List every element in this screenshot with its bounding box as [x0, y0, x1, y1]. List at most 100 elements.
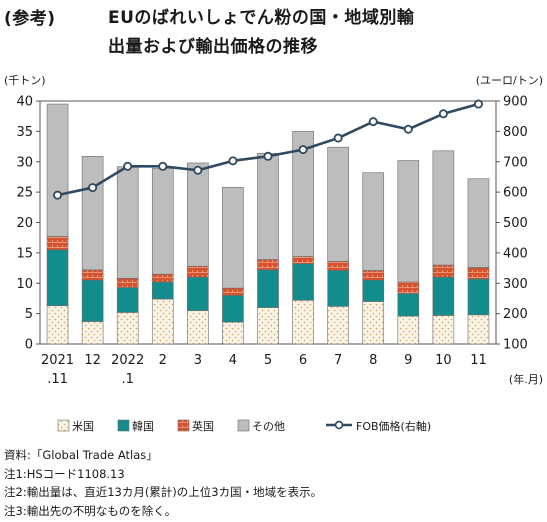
bar-segment-uk	[187, 265, 209, 278]
fob-price-point	[53, 190, 63, 200]
left-tick-label: 20	[16, 216, 33, 231]
bar-segment-uk	[81, 269, 104, 281]
right-tick-label: 400	[503, 246, 528, 261]
bar-segment-us	[292, 299, 314, 345]
fob-price-point	[403, 124, 413, 134]
right-tick-label: 100	[503, 338, 528, 353]
source-note: 資料:「Global Trade Atlas」	[4, 448, 158, 462]
fob-price-point	[473, 99, 483, 109]
left-tick-label: 30	[16, 155, 33, 170]
right-tick-label: 500	[503, 216, 528, 231]
bar-segment-korea	[222, 295, 244, 323]
x-axis-unit: (年.月)	[509, 372, 543, 386]
bar-segment-korea	[257, 269, 279, 308]
bar-segment-uk	[222, 287, 244, 296]
bar-segment-other	[432, 150, 455, 266]
x-tick-label: 9	[404, 353, 412, 368]
fob-price-point	[298, 145, 308, 155]
note-2: 注2:輸出量は、直近13カ月(累計)の上位3カ国・地域を表示。	[4, 485, 323, 499]
left-tick-label: 40	[16, 95, 33, 110]
bar-segment-us	[187, 310, 209, 345]
bar-segment-us	[397, 315, 420, 345]
legend-swatch	[177, 419, 190, 432]
bar-segment-korea	[362, 279, 385, 302]
x-tick-label: 2022.1	[111, 353, 144, 387]
bar-segment-uk	[467, 267, 490, 280]
legend-item-other: その他	[237, 419, 285, 433]
bar-segment-other	[397, 160, 420, 283]
bar-segment-korea	[327, 270, 349, 307]
chart-title-line-2: 出量および輸出価格の推移	[108, 37, 318, 57]
left-axis-unit: (千トン)	[4, 74, 46, 87]
legend-label: FOB価格(右軸)	[356, 419, 431, 433]
fob-price-point	[333, 133, 343, 143]
reference-label: (参考)	[4, 9, 56, 29]
note-3: 注3:輸出先の不明なものを除く。	[4, 503, 177, 518]
bar-segment-other	[257, 152, 279, 260]
legend-label: 米国	[72, 420, 94, 433]
legend-item-fob: FOB価格(右軸)	[326, 419, 431, 433]
fob-price-point	[438, 109, 448, 119]
x-tick-label: 6	[299, 353, 307, 368]
x-tick-label: 4	[229, 353, 237, 368]
right-tick-label: 200	[503, 307, 528, 322]
left-tick-label: 25	[16, 186, 33, 201]
bar-segment-uk	[397, 281, 420, 294]
right-tick-label: 800	[503, 125, 528, 140]
chart-title-line-1: EUのばれいしょでん粉の国・地域別輸	[108, 8, 415, 28]
legend-label: 韓国	[132, 420, 154, 433]
bar-segment-us	[81, 321, 104, 345]
bar-segment-us	[116, 312, 139, 345]
bar-segment-uk	[116, 278, 139, 288]
fob-price-point	[193, 165, 203, 175]
fob-price-point	[158, 161, 168, 171]
x-tick-label: 12	[84, 353, 101, 368]
x-tick-label: 11	[470, 353, 487, 368]
bar-segment-other	[327, 146, 349, 262]
right-tick-label: 600	[503, 186, 528, 201]
bar-segment-us	[362, 301, 385, 345]
bar-segment-korea	[187, 276, 209, 311]
note-1: 注1:HSコード1108.13	[4, 466, 125, 481]
legend-item-us: 米国	[57, 419, 94, 433]
bar-segment-other	[46, 103, 69, 237]
legend-item-uk: 英国	[177, 419, 214, 433]
left-tick-label: 15	[16, 246, 33, 261]
bar-segment-korea	[151, 281, 174, 300]
x-tick-label: 2021.11	[41, 353, 74, 387]
bar-segment-other	[187, 162, 209, 267]
bar-segment-other	[81, 155, 104, 271]
bar-segment-other	[292, 131, 314, 257]
bar-segment-uk	[362, 270, 385, 281]
legend-marker	[334, 420, 344, 430]
bar-segment-us	[257, 307, 279, 345]
notes: 資料:「Global Trade Atlas」 注1:HSコード1108.13 …	[4, 446, 322, 520]
right-tick-label: 300	[503, 277, 528, 292]
bar-segment-other	[362, 172, 385, 271]
legend-swatch	[57, 419, 70, 432]
bar-segment-other	[151, 168, 174, 275]
right-tick-label: 900	[503, 95, 528, 110]
bar-segment-other	[222, 186, 244, 289]
bar-segment-us	[467, 314, 490, 345]
fob-price-point	[88, 183, 98, 193]
bar-segment-korea	[116, 287, 139, 313]
x-tick-label: 7	[334, 353, 342, 368]
bar-segment-us	[222, 321, 244, 345]
right-tick-label: 700	[503, 155, 528, 170]
bar-segment-us	[327, 306, 349, 345]
left-tick-label: 35	[16, 125, 33, 140]
x-tick-label: 10	[435, 353, 452, 368]
x-tick-label: 5	[264, 353, 272, 368]
legend-item-korea: 韓国	[117, 419, 154, 433]
bar-segment-korea	[397, 293, 420, 317]
left-tick-label: 10	[16, 277, 33, 292]
fob-price-point	[368, 117, 378, 127]
stacked-bar-line-chart: 0510152025303540100200300400500600700800…	[4, 74, 543, 433]
fob-price-point	[228, 156, 238, 166]
chart-title: EUのばれいしょでん粉の国・地域別輸 出量および輸出価格の推移	[108, 4, 414, 62]
bar-segment-korea	[432, 276, 455, 316]
legend-label: 英国	[192, 419, 214, 433]
bar-segment-uk	[257, 259, 279, 271]
x-tick-label: 8	[369, 353, 377, 368]
